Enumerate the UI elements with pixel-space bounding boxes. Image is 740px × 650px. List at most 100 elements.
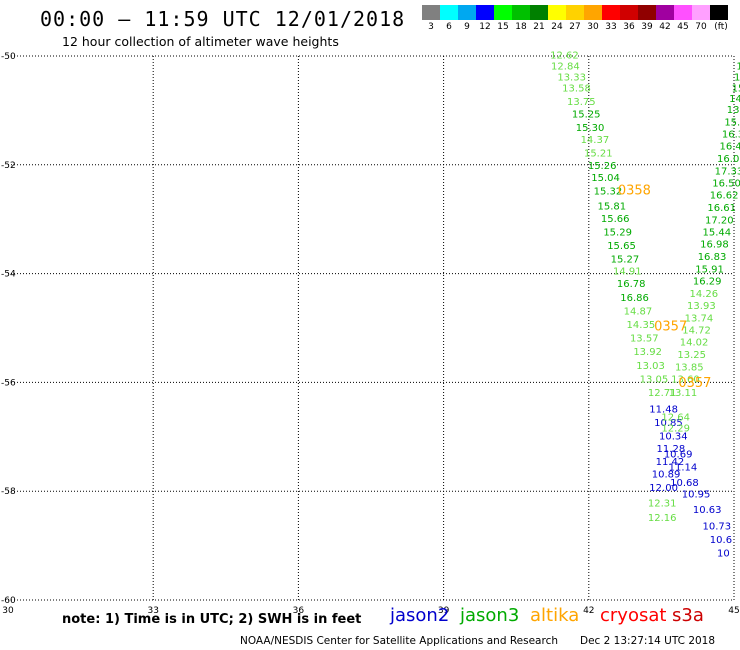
point-jason3: 12.29 — [661, 423, 690, 434]
point-jason2: 11.48 — [649, 404, 678, 415]
point-jason3: 13.11 — [669, 388, 698, 399]
grid-lines — [8, 55, 735, 601]
point-jason2: 10 — [717, 548, 730, 559]
point-jason3: 15.26 — [588, 161, 617, 172]
colorbar-label: 24 — [551, 22, 563, 32]
point-jason3: 13.93 — [687, 301, 716, 312]
point-jason3: 16.78 — [617, 279, 646, 290]
point-jason3: 12.62 — [550, 51, 579, 62]
point-jason3: 16.86 — [620, 293, 649, 304]
colorbar-swatch — [440, 5, 458, 20]
colorbar-swatch — [602, 5, 620, 20]
point-jason3: 13.74 — [685, 313, 714, 324]
point-jason3: 15.91 — [695, 265, 724, 276]
point-jason2: 10.89 — [652, 470, 681, 481]
point-jason2: 11.14 — [669, 463, 698, 474]
point-jason3: 13.60 — [671, 374, 700, 385]
colorbar-label: 45 — [677, 22, 689, 32]
point-jason3: 14.9 — [729, 94, 740, 105]
colorbar-label: 21 — [533, 22, 545, 32]
point-jason3: 16.34 — [722, 130, 740, 141]
point-jason3: 14.26 — [689, 289, 718, 300]
point-altika: 0358 — [618, 184, 651, 199]
colorbar-label: 18 — [515, 22, 527, 32]
point-jason2: 10.68 — [670, 478, 699, 489]
point-jason3: 15.30 — [576, 123, 605, 134]
point-jason3: 14.35 — [627, 320, 656, 331]
point-jason2: 10.6 — [710, 535, 732, 546]
point-jason2: 10.69 — [664, 449, 693, 460]
colorbar-label: 70 — [695, 22, 707, 32]
point-jason3: 16.2 — [736, 62, 740, 73]
y-tick-label: -50 — [1, 52, 16, 62]
colorbar-label: 15 — [497, 22, 509, 32]
colorbar-label: 12 — [479, 22, 491, 32]
chart-title: 00:00 — 11:59 UTC 12/01/2018 — [40, 7, 406, 31]
point-altika: 0357 — [678, 376, 711, 391]
point-jason3: 14.37 — [581, 135, 610, 146]
point-jason3: 15.65 — [607, 241, 636, 252]
point-jason3: 16.29 — [693, 276, 722, 287]
point-jason2: 11.28 — [657, 444, 686, 455]
x-tick-label: 42 — [583, 606, 594, 616]
colorbar-label: 9 — [464, 22, 470, 32]
point-jason3: 15.04 — [591, 173, 620, 184]
colorbar-swatch — [566, 5, 584, 20]
point-jason3: 13.75 — [567, 97, 596, 108]
colorbar-label: 3 — [428, 22, 434, 32]
colorbar-swatch — [458, 5, 476, 20]
colorbar-swatch — [548, 5, 566, 20]
colorbar-label: 39 — [641, 22, 653, 32]
point-jason3: 12.84 — [551, 62, 580, 73]
wave-height-colorbar — [422, 5, 728, 20]
point-jason3: 15.0 — [732, 83, 740, 94]
point-jason3: 15.44 — [703, 228, 732, 239]
axis-tick-labels: 30 33 36 39 42 45 -50 -52 -54 -56 -58 -60 — [1, 52, 740, 616]
colorbar-swatch — [620, 5, 638, 20]
x-tick-label: 30 — [2, 606, 14, 616]
point-jason3: 13.03 — [636, 361, 665, 372]
point-jason3: 16.50 — [712, 179, 740, 190]
point-jason3: 15.21 — [584, 149, 613, 160]
colorbar-swatch — [674, 5, 692, 20]
y-tick-label: -60 — [1, 596, 16, 606]
point-altika: 0357 — [654, 320, 687, 335]
point-jason3: 12.71 — [648, 388, 677, 399]
point-jason3: 16.61 — [707, 203, 736, 214]
x-tick-label: 36 — [293, 606, 305, 616]
colorbar-label: 30 — [587, 22, 599, 32]
point-jason3: 16.45 — [719, 142, 740, 153]
point-jason2: 10.73 — [703, 521, 732, 532]
point-jason3: 15.81 — [598, 201, 627, 212]
x-tick-label: 39 — [438, 606, 450, 616]
point-jason3: 13.33 — [557, 72, 586, 83]
colorbar-label: 27 — [569, 22, 581, 32]
colorbar-label: (ft) — [714, 22, 728, 32]
colorbar-label: 42 — [659, 22, 671, 32]
point-jason3: 15.29 — [603, 228, 632, 239]
credit-text: NOAA/NESDIS Center for Satellite Applica… — [240, 635, 558, 647]
point-jason2: 11.42 — [656, 457, 685, 468]
colorbar-swatch — [656, 5, 674, 20]
legend-jason2: jason2 — [390, 605, 450, 626]
x-tick-label: 45 — [728, 606, 739, 616]
legend-cryosat: cryosat — [600, 605, 667, 626]
colorbar-swatch — [584, 5, 602, 20]
colorbar-swatch — [476, 5, 494, 20]
point-jason3: 15.66 — [601, 214, 630, 225]
legend-altika: altika — [530, 605, 580, 626]
point-jason3: 16.62 — [710, 191, 739, 202]
colorbar-swatch — [530, 5, 548, 20]
point-jason3: 13.58 — [562, 83, 591, 94]
point-jason3: 12.31 — [648, 498, 677, 509]
legend-s3a: s3a — [672, 605, 704, 626]
point-jason3: 13.25 — [677, 350, 706, 361]
colorbar-swatch — [422, 5, 440, 20]
colorbar-swatch — [512, 5, 530, 20]
point-jason3: 15.27 — [611, 255, 640, 266]
point-jason3: 13.57 — [630, 334, 659, 345]
y-tick-label: -52 — [1, 161, 16, 171]
colorbar-label: 6 — [446, 22, 452, 32]
